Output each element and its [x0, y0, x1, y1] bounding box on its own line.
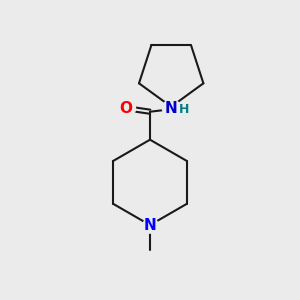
- Text: H: H: [178, 103, 189, 116]
- Text: N: N: [144, 218, 156, 232]
- Text: N: N: [165, 101, 178, 116]
- Text: O: O: [119, 101, 132, 116]
